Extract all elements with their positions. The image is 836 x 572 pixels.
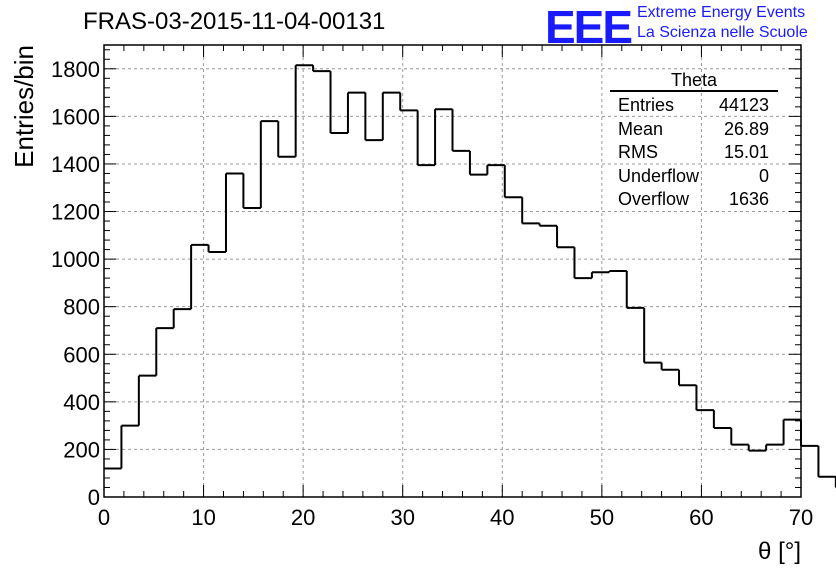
y-tick-label: 0 [88, 485, 100, 510]
x-tick-label: 10 [191, 505, 215, 530]
stats-box: Theta Entries 44123 Mean 26.89 RMS 15.01… [610, 70, 778, 212]
stats-label: Underflow [618, 165, 700, 186]
x-tick-label: 30 [390, 505, 414, 530]
stats-label: Mean [618, 118, 664, 139]
y-axis-label: Entries/bin [9, 45, 39, 168]
stats-title: Theta [610, 70, 778, 92]
x-tick-label: 0 [98, 505, 110, 530]
logo-caption-line1: Extreme Energy Events [637, 4, 806, 21]
stats-value: 44123 [718, 95, 769, 115]
eee-logo: EEE [545, 1, 633, 53]
stats-value: 0 [758, 165, 769, 186]
stats-label: Entries [618, 95, 675, 115]
y-tick-label: 1200 [51, 200, 100, 225]
x-axis-label: θ [°] [758, 538, 801, 565]
y-tick-label: 1800 [51, 57, 100, 82]
y-tick-label: 1400 [51, 152, 100, 177]
stats-label: RMS [618, 142, 658, 162]
x-tick-label: 50 [590, 505, 614, 530]
y-tick-label: 600 [63, 342, 100, 367]
x-tick-label: 70 [789, 505, 813, 530]
x-tick-label: 60 [689, 505, 713, 530]
x-tick-label: 20 [291, 505, 315, 530]
x-tick-label: 40 [490, 505, 514, 530]
stats-value: 15.01 [723, 142, 769, 162]
stats-value: 26.89 [723, 118, 769, 139]
stats-row-overflow: Overflow 1636 [610, 188, 778, 212]
stats-label: Overflow [618, 189, 690, 209]
y-tick-label: 200 [63, 437, 100, 462]
stats-row-underflow: Underflow 0 [610, 165, 778, 189]
logo-caption-line2: La Scienza nelle Scuole [637, 24, 808, 41]
y-tick-label: 1600 [51, 104, 100, 129]
stats-value: 1636 [728, 189, 769, 209]
plot-frame [103, 44, 802, 498]
stats-row-mean: Mean 26.89 [610, 118, 778, 142]
stats-row-rms: RMS 15.01 [610, 141, 778, 165]
y-tick-label: 800 [63, 295, 100, 320]
y-tick-label: 400 [63, 390, 100, 415]
chart-title: FRAS-03-2015-11-04-00131 [83, 8, 386, 35]
stats-row-entries: Entries 44123 [610, 94, 778, 118]
y-tick-label: 1000 [51, 247, 100, 272]
